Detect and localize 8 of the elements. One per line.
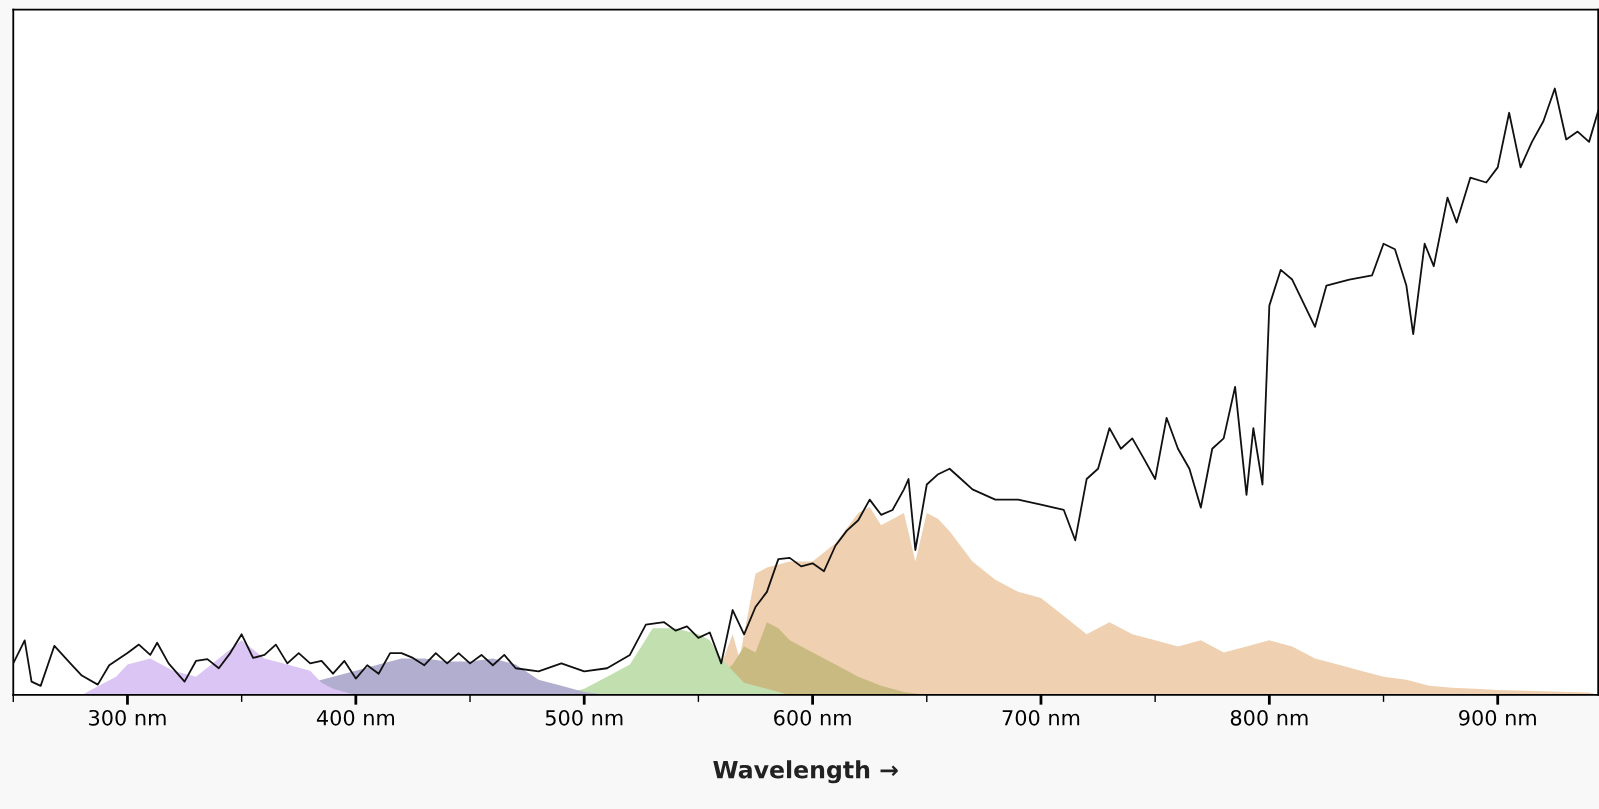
x-tick-label: 700 nm: [1002, 709, 1080, 726]
x-tick-label: 600 nm: [774, 709, 851, 726]
x-tick-label: 300 nm: [89, 709, 166, 726]
x-tick-label: 500 nm: [545, 709, 623, 726]
x-tick-label: 900 nm: [1459, 709, 1536, 726]
x-axis-title: Wavelength →: [713, 760, 898, 784]
x-tick-label: 400 nm: [316, 709, 395, 726]
x-tick-label: 800 nm: [1230, 709, 1308, 726]
